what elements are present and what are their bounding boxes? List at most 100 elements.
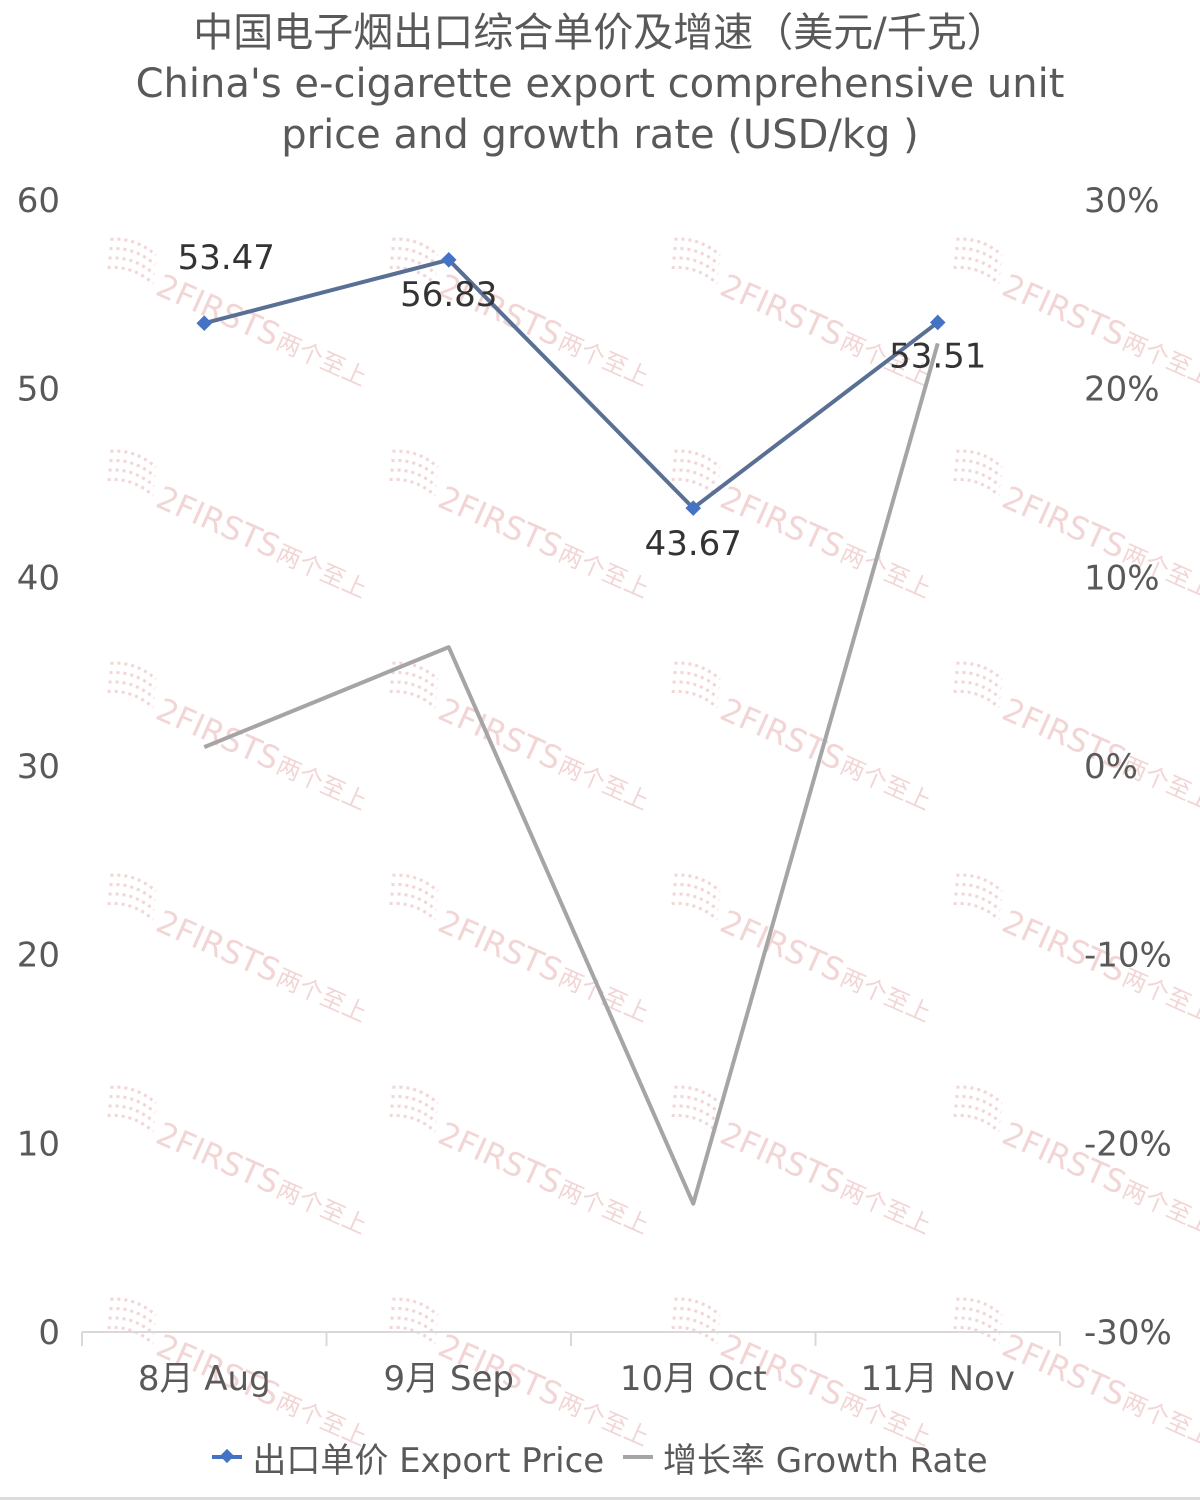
watermark-swoosh: [110, 1085, 157, 1105]
chart-subtitle-line-1: China's e-cigarette export comprehensive…: [135, 61, 1065, 107]
watermark-swoosh: [954, 892, 1002, 912]
watermark-swoosh: [110, 237, 157, 257]
watermark-swoosh: [672, 680, 720, 700]
x-tick-label: 10月 Oct: [620, 1359, 767, 1399]
series-marker-export-price: [440, 252, 457, 268]
watermark-cn-text: 两个至上: [272, 327, 371, 392]
watermark-swoosh: [674, 1085, 721, 1105]
series-line-growth-rate: [203, 342, 940, 1206]
y-left-tick-label: 30: [17, 747, 60, 787]
watermark-swoosh: [671, 1113, 719, 1133]
watermark-swoosh: [390, 1316, 438, 1336]
watermark-swoosh: [674, 661, 721, 681]
watermark-swoosh: [108, 256, 156, 276]
watermark-swoosh: [673, 882, 720, 902]
watermark-cn-text: 两个至上: [836, 1175, 935, 1240]
legend-item-export-price[interactable]: 出口单价 Export Price: [212, 1433, 604, 1482]
watermark-swoosh: [108, 1104, 156, 1124]
watermark-swoosh: [672, 1104, 720, 1124]
y-right-tick-label: 0%: [1084, 747, 1138, 787]
watermark-swoosh: [954, 256, 1002, 276]
watermark-swoosh: [109, 670, 156, 690]
watermark-swoosh: [956, 661, 1003, 681]
watermark-text: 2FIRSTS: [433, 1114, 568, 1202]
watermark-swoosh: [389, 689, 437, 709]
watermark-swoosh: [392, 873, 439, 893]
watermark-swoosh: [110, 449, 157, 469]
series-marker-export-price: [196, 315, 213, 331]
watermark-swoosh: [108, 468, 156, 488]
watermark-text: 2FIRSTS: [715, 690, 850, 778]
watermark-swoosh: [953, 1325, 1001, 1345]
watermark-swoosh: [674, 237, 721, 257]
watermark-swoosh: [391, 458, 438, 478]
watermark-swoosh: [953, 1113, 1001, 1133]
watermark-swoosh: [391, 670, 438, 690]
watermark-text: 2FIRSTS: [997, 266, 1132, 354]
watermark-swoosh: [110, 661, 157, 681]
watermark-swoosh: [107, 477, 155, 497]
watermark-swoosh: [953, 901, 1001, 921]
y-right-tick-label: 10%: [1084, 558, 1160, 598]
watermark-swoosh: [109, 458, 156, 478]
watermark-swoosh: [392, 1085, 439, 1105]
watermark-text: 2FIRSTS: [997, 478, 1132, 566]
series-layer: [196, 252, 946, 1206]
watermark-swoosh: [674, 449, 721, 469]
watermark-swoosh: [109, 1094, 156, 1114]
data-label-export-price: 53.47: [178, 238, 275, 278]
watermark-swoosh: [391, 1306, 438, 1326]
watermark-cn-text: 两个至上: [554, 1175, 653, 1240]
watermark-swoosh: [107, 901, 155, 921]
data-label-export-price: 56.83: [400, 275, 497, 315]
watermark-swoosh: [956, 1085, 1003, 1105]
watermark-swoosh: [108, 680, 156, 700]
legend-item-growth-rate[interactable]: 增长率 Growth Rate: [623, 1433, 988, 1482]
watermark-cn-text: 两个至上: [554, 751, 653, 816]
y-left-tick-label: 50: [17, 370, 60, 410]
watermark-swoosh: [389, 1325, 437, 1345]
watermark-swoosh: [955, 1094, 1002, 1114]
legend-swatch-export-price: [212, 1448, 243, 1464]
watermark-swoosh: [673, 246, 720, 266]
watermark-swoosh: [953, 477, 1001, 497]
y-right-tick-label: -30%: [1084, 1313, 1172, 1353]
watermark-swoosh: [955, 1306, 1002, 1326]
y-right-tick-label: -20%: [1084, 1124, 1172, 1164]
watermark-swoosh: [392, 449, 439, 469]
watermark-swoosh: [954, 1316, 1002, 1336]
data-label-export-price: 53.51: [889, 336, 986, 376]
watermark-swoosh: [390, 1104, 438, 1124]
watermark-swoosh: [671, 1325, 719, 1345]
watermark-text: 2FIRSTS: [433, 902, 568, 990]
watermark-text: 2FIRSTS: [151, 902, 286, 990]
chart-title-block: 中国电子烟出口综合单价及增速（美元/千克） China's e-cigarett…: [0, 8, 1200, 161]
watermark-swoosh: [107, 265, 155, 285]
watermark-cn-text: 两个至上: [272, 963, 371, 1028]
axes: 8月 Aug 9月 Sep 10月 Oct 11月 Nov 0 10 20 30 40 50 60 -…: [17, 181, 1172, 1399]
watermark-swoosh: [107, 689, 155, 709]
watermark-swoosh: [672, 892, 720, 912]
watermark-swoosh: [391, 882, 438, 902]
legend: 出口单价 Export Price 增长率 Growth Rate: [0, 1428, 1200, 1482]
watermark-swoosh: [109, 246, 156, 266]
watermark-swoosh: [390, 468, 438, 488]
watermark-swoosh: [672, 256, 720, 276]
watermark-swoosh: [953, 689, 1001, 709]
watermark-text: 2FIRSTS: [715, 266, 850, 354]
watermark-swoosh: [392, 1297, 439, 1317]
y-left-tick-label: 0: [38, 1313, 60, 1353]
watermark-swoosh: [954, 1104, 1002, 1124]
y-left-tick-label: 40: [17, 558, 60, 598]
watermark-layer: 2FIRSTS两个至上2FIRSTS两个至上2FIRSTS两个至上2FIRSTS…: [107, 237, 1200, 1452]
x-tick-label: 8月 Aug: [138, 1359, 271, 1399]
